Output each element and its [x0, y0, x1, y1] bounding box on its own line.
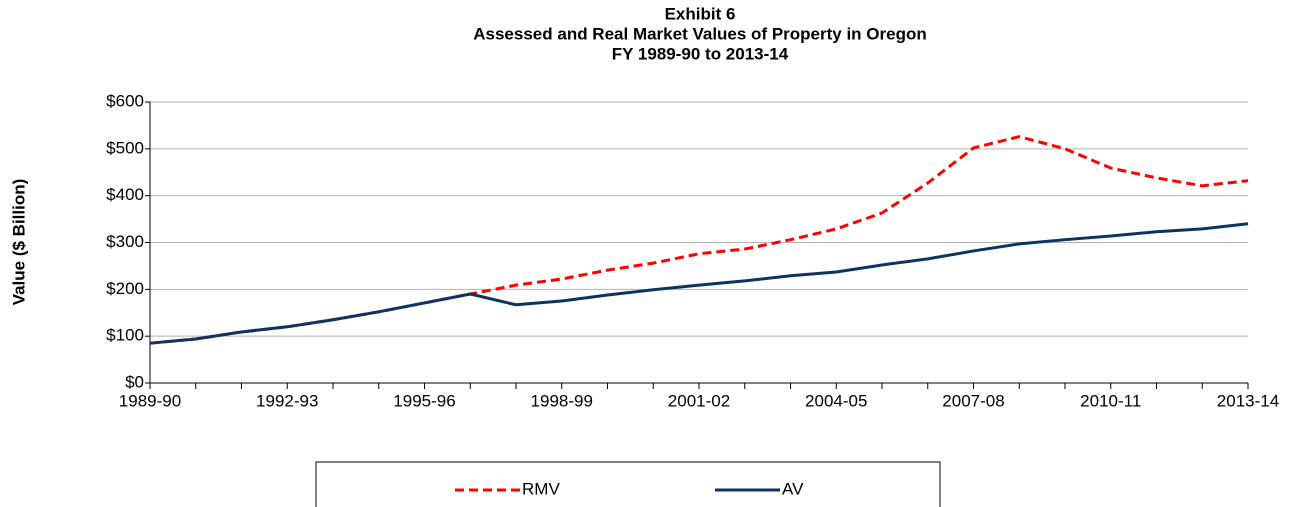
x-tick-label: 1992-93 — [256, 391, 318, 410]
y-tick-label: $100 — [106, 326, 144, 345]
x-tick-label: 1995-96 — [393, 391, 455, 410]
y-tick-label: $300 — [106, 232, 144, 251]
x-tick-label: 2001-02 — [668, 391, 730, 410]
legend-label: AV — [782, 479, 804, 498]
x-tick-label: 2007-08 — [942, 391, 1004, 410]
y-tick-label: $500 — [106, 138, 144, 157]
x-tick-label: 2013-14 — [1217, 391, 1279, 410]
line-series — [149, 135, 1249, 345]
y-axis-label: Value ($ Billion) — [9, 179, 28, 306]
y-tick-label: $200 — [106, 279, 144, 298]
x-tick-label: 1998-99 — [531, 391, 593, 410]
x-tick-label: 2004-05 — [805, 391, 867, 410]
legend-box — [315, 461, 941, 507]
chart-title: Exhibit 6 — [665, 4, 736, 23]
y-tick-label: $400 — [106, 185, 144, 204]
legend-label: RMV — [522, 479, 560, 498]
chart-title: FY 1989-90 to 2013-14 — [612, 44, 789, 63]
chart-title: Assessed and Real Market Values of Prope… — [473, 24, 927, 43]
line-series — [149, 222, 1249, 345]
y-tick-label: $600 — [106, 91, 144, 110]
x-tick-label: 2010-11 — [1080, 391, 1141, 410]
x-tick-label: 1989-90 — [119, 391, 181, 410]
y-tick-label: $0 — [125, 372, 144, 391]
